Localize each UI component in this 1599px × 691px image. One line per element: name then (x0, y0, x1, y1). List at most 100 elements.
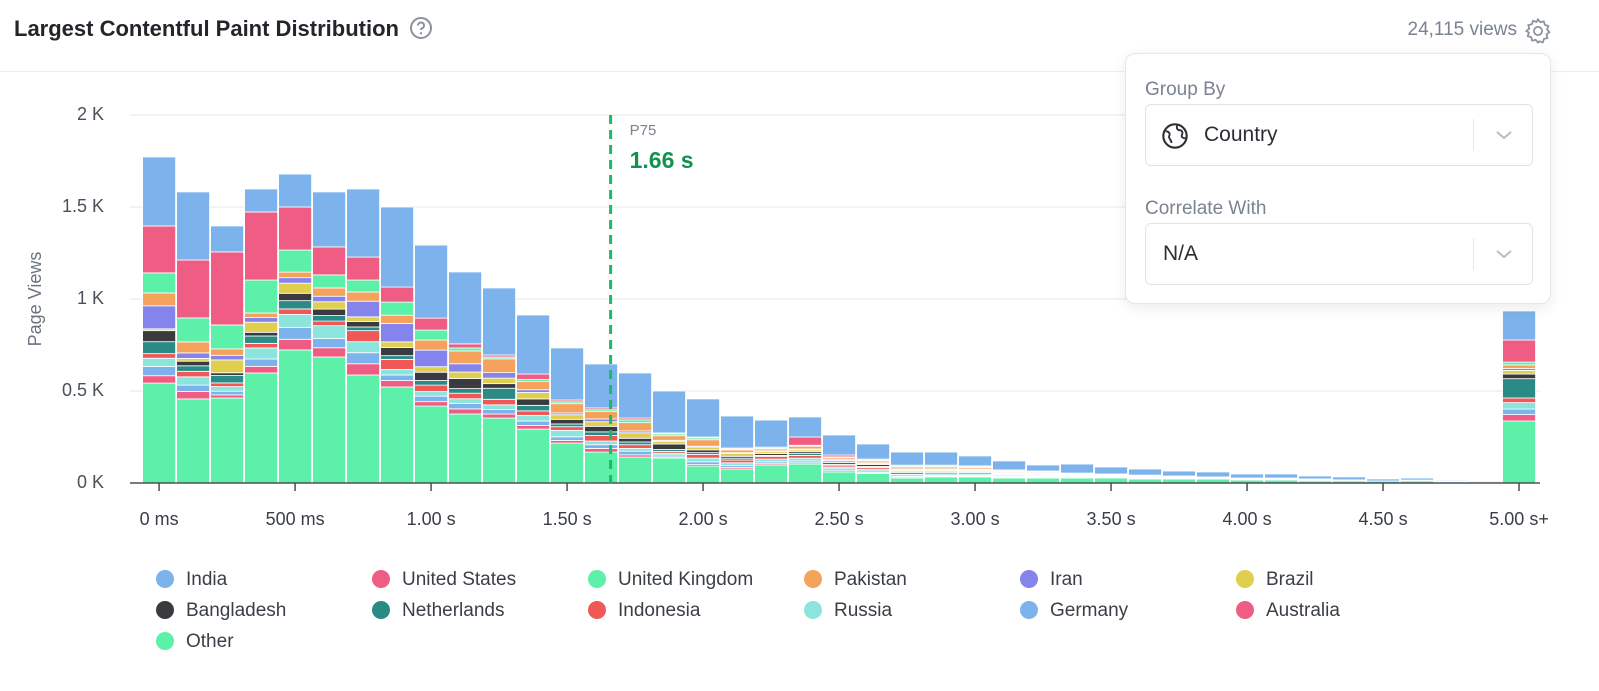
bar-segment (176, 370, 211, 378)
bar-segment (210, 354, 245, 361)
bar-segment (516, 389, 550, 393)
help-icon[interactable] (409, 16, 433, 40)
bar-segment (380, 374, 414, 381)
bar-segment (1400, 477, 1434, 481)
bar-segment (142, 375, 177, 384)
bar-segment (312, 301, 346, 310)
y-tick-label: 1 K (77, 288, 104, 308)
bar-segment (686, 454, 720, 459)
bar-segment (448, 371, 482, 379)
bar-segment (448, 378, 482, 390)
bar-segment (414, 405, 448, 484)
bar-segment (992, 460, 1026, 471)
globe-icon (1162, 123, 1188, 149)
bar-segment (346, 330, 380, 343)
bar-segment (924, 476, 958, 484)
x-tick-label: 0 ms (140, 509, 179, 529)
legend-label: Pakistan (834, 569, 907, 590)
bar-segment (176, 341, 211, 354)
bar-segment (244, 312, 278, 318)
bar-segment (1264, 473, 1298, 479)
bar-segment (380, 286, 414, 303)
bar-segment (312, 338, 346, 349)
legend-marker (1236, 570, 1254, 588)
legend-marker (156, 601, 174, 619)
bar-segment (448, 402, 482, 410)
bar-segment (244, 211, 278, 281)
bar-segment (448, 271, 482, 345)
bar-segment (346, 374, 380, 484)
bar-segment (924, 451, 958, 466)
bar-segment (176, 391, 211, 400)
bar-segment (278, 173, 312, 208)
bar-segment (686, 465, 720, 484)
bar-segment (482, 404, 516, 410)
bar-segment (142, 292, 177, 307)
legend-label: Australia (1266, 600, 1340, 621)
bar-segment (1060, 463, 1094, 474)
bar-segment (1502, 310, 1536, 341)
bar-segment (482, 387, 516, 400)
bar-segment (380, 346, 414, 357)
chevron (1496, 250, 1512, 259)
bar-segment (346, 363, 380, 376)
bar-segment (788, 457, 822, 462)
bar-segment (380, 386, 414, 484)
group-by-select[interactable]: Country (1145, 104, 1533, 166)
settings-panel: Group By Country Correlate With N/A (1125, 53, 1551, 304)
bar-segment (618, 450, 652, 456)
bar-segment (652, 443, 686, 450)
bar-segment (142, 341, 177, 355)
bar-segment (822, 471, 856, 484)
bar-segment (278, 249, 312, 273)
bar-segment (1094, 466, 1128, 475)
bar-segment (176, 398, 211, 484)
bar-segment (414, 395, 448, 403)
bar-segment (176, 259, 211, 319)
bar-segment (1502, 361, 1536, 366)
bar-segment (516, 428, 550, 484)
bar-segment (278, 349, 312, 484)
bar-segment (856, 473, 890, 484)
bar-segment (720, 468, 754, 484)
bar-segment (414, 317, 448, 331)
bar-segment (482, 417, 516, 484)
bar-segment (1502, 420, 1536, 484)
title-text: Largest Contentful Paint Distribution (14, 16, 399, 41)
bar-segment (788, 445, 822, 450)
bar-segment (312, 325, 346, 339)
bar-segment (244, 365, 278, 374)
bar-segment (210, 375, 245, 384)
bar-segment (380, 355, 414, 360)
bar-segment (550, 442, 584, 484)
bar-segment (550, 403, 584, 414)
bar-segment (210, 397, 245, 484)
legend-label: Germany (1050, 600, 1129, 621)
bar-segment (278, 277, 312, 284)
bar-segment (618, 441, 652, 446)
bar-segment (482, 413, 516, 419)
bar-segment (788, 454, 822, 459)
bar-segment (720, 462, 754, 466)
bar-segment (312, 287, 346, 297)
bar-segment (346, 279, 380, 293)
bar-segment (414, 339, 448, 351)
bar-segment (210, 394, 245, 399)
correlate-select[interactable]: N/A (1145, 223, 1533, 285)
bar-segment (210, 372, 245, 376)
bar-segment (176, 191, 211, 261)
bar-segment (448, 388, 482, 394)
x-tick-label: 5.00 s+ (1489, 509, 1549, 529)
legend-label: Russia (834, 600, 893, 621)
bar-segment (1230, 473, 1264, 479)
bar-segment (448, 347, 482, 352)
bar-segment (448, 392, 482, 400)
bar-segment (142, 357, 177, 367)
x-tick-label: 4.50 s (1359, 509, 1408, 529)
bar-segment (618, 456, 652, 484)
legend-marker (156, 570, 174, 588)
settings-icon[interactable] (1524, 17, 1552, 45)
bar-segment (516, 415, 550, 422)
y-axis-label: Page Views (25, 252, 45, 347)
